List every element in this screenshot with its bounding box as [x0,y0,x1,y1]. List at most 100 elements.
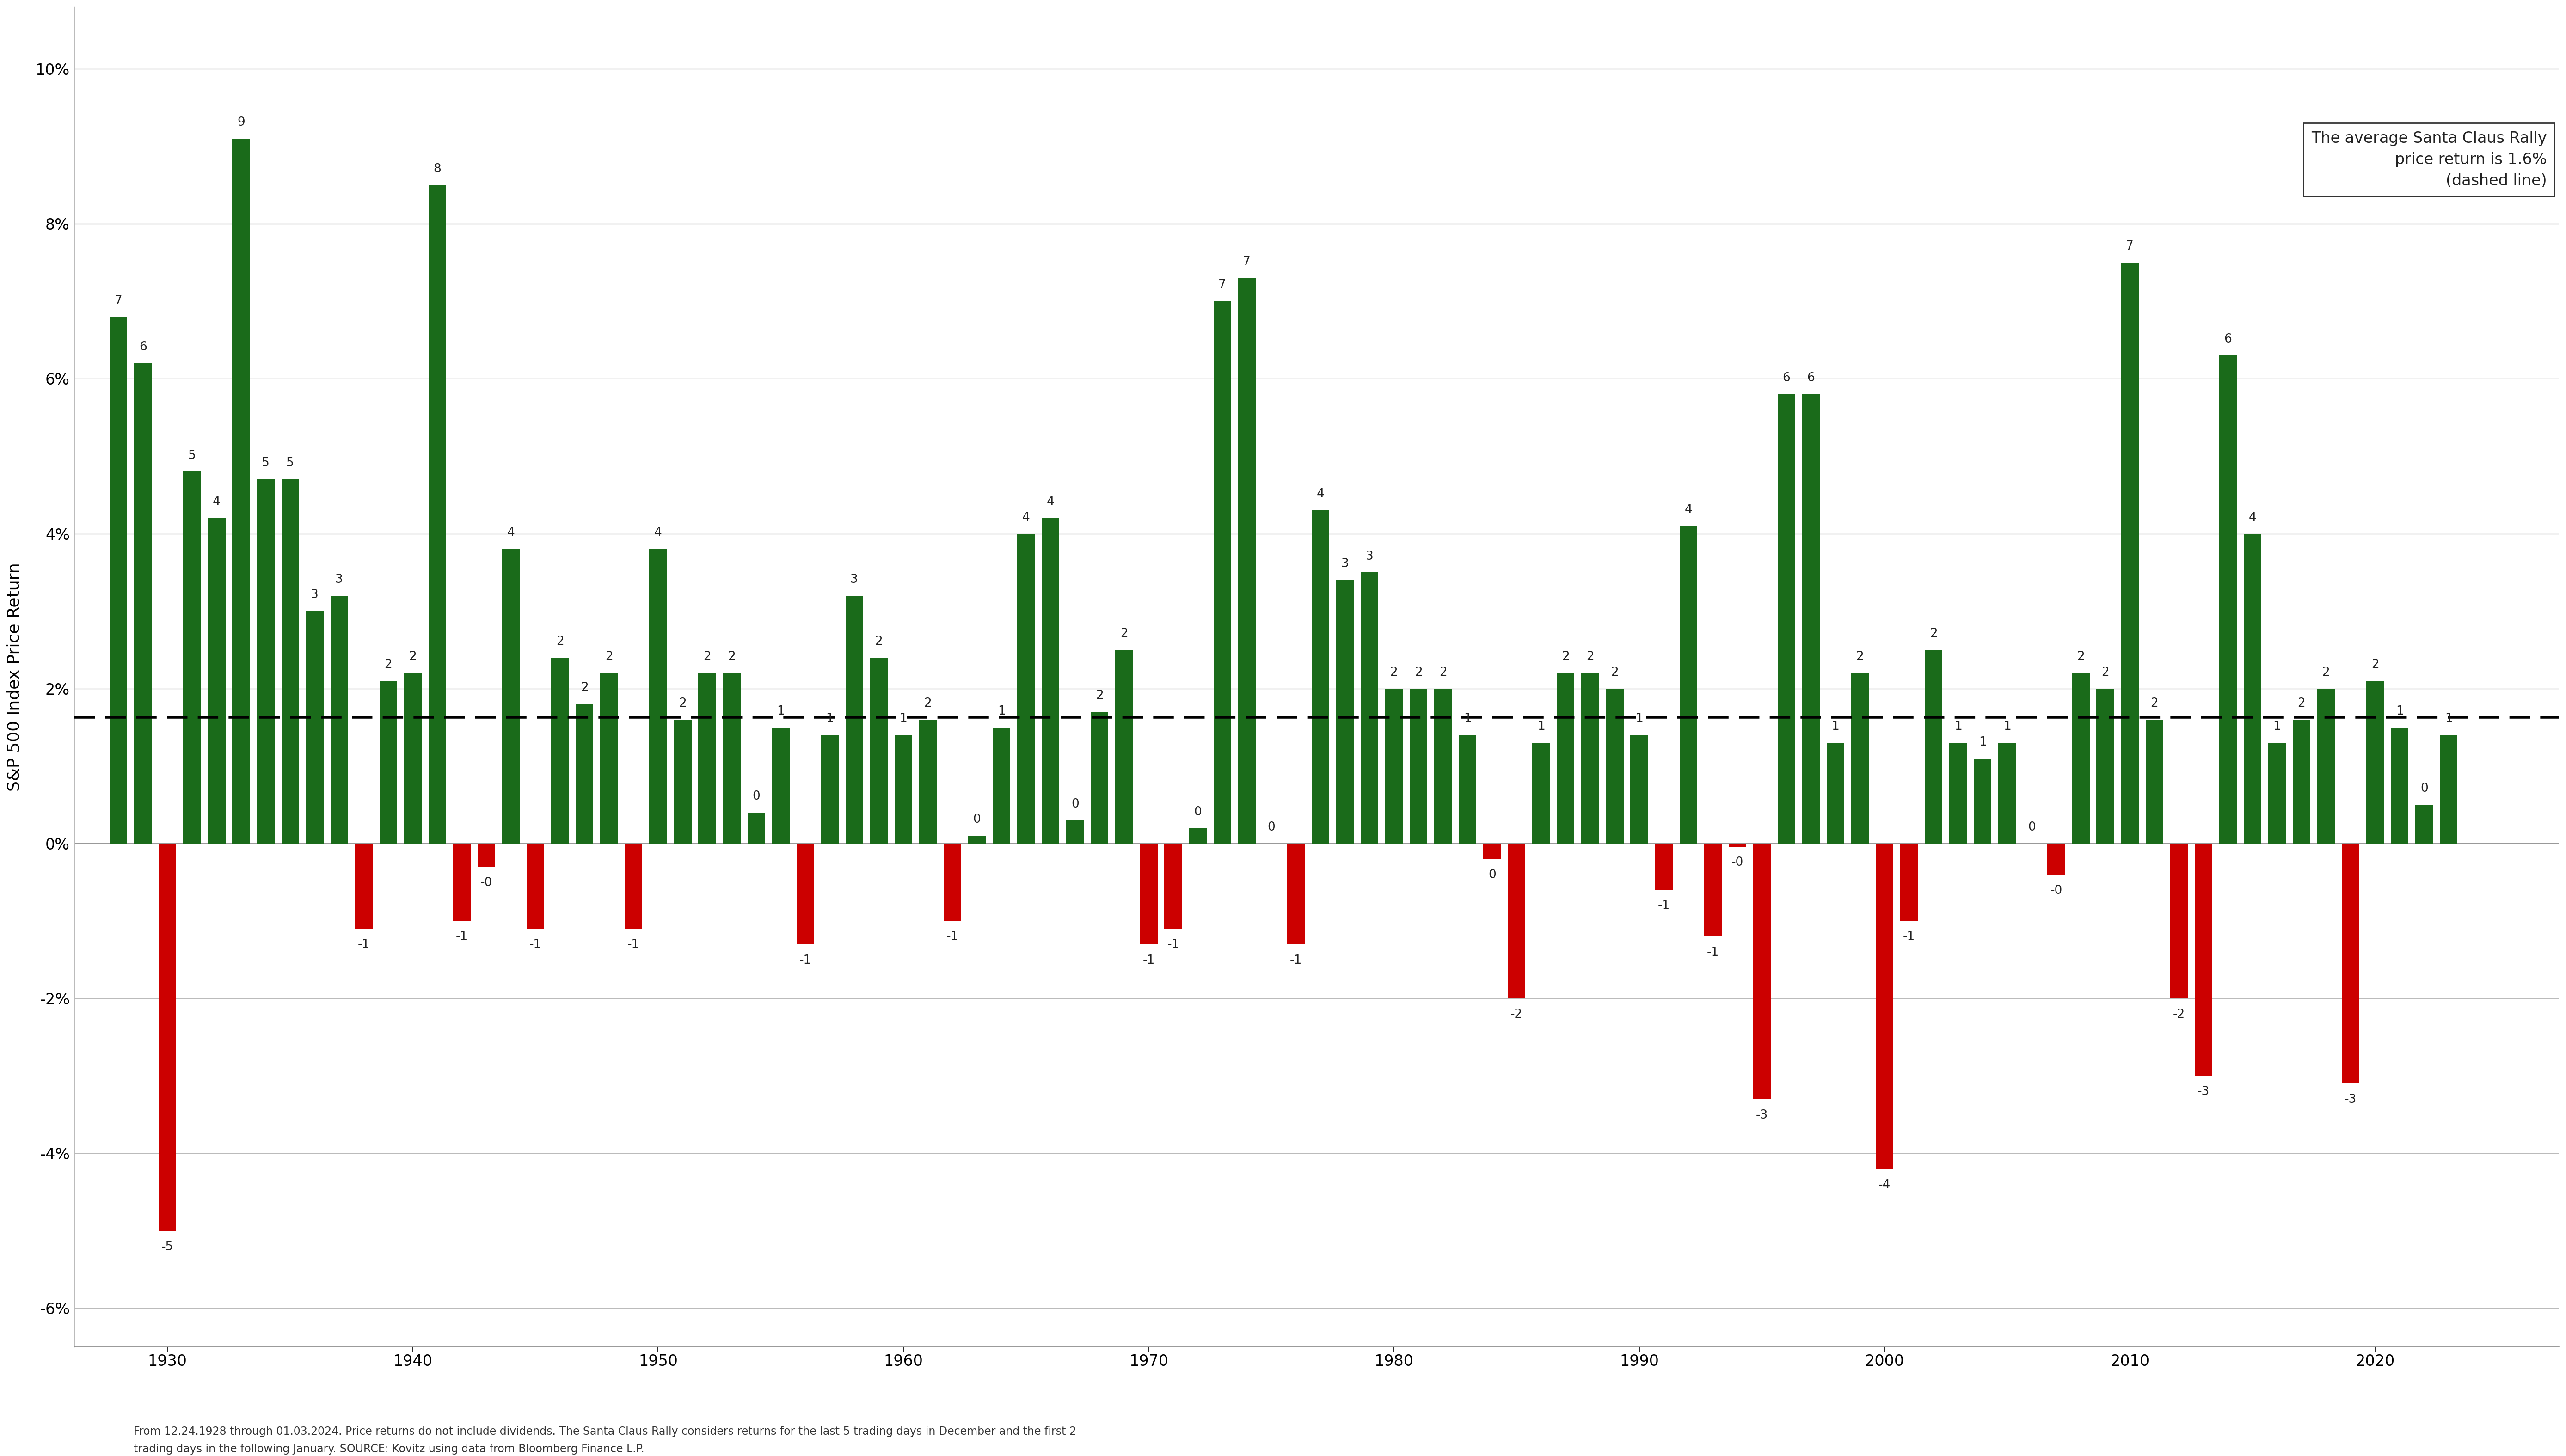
Text: -0: -0 [1732,856,1742,869]
Text: 9: 9 [236,116,244,128]
Bar [870,658,888,843]
Text: 2: 2 [2150,697,2158,709]
Text: 3: 3 [1342,558,1350,571]
Bar [454,843,470,922]
Text: -1: -1 [1658,900,1670,911]
Bar [847,596,862,843]
Bar [234,138,249,843]
Bar [1165,843,1183,929]
Bar [1950,743,1968,843]
Text: 4: 4 [2248,511,2256,524]
Text: -1: -1 [1291,954,1301,967]
Text: -5: -5 [162,1241,174,1254]
Text: -1: -1 [629,939,639,951]
Text: 1: 1 [1463,713,1470,725]
Text: 1: 1 [777,705,785,718]
Bar [1558,673,1576,843]
Text: 2: 2 [580,681,588,695]
Bar [282,479,300,843]
Bar [1434,689,1452,843]
Text: -2: -2 [2173,1009,2184,1021]
Text: -1: -1 [798,954,811,967]
Bar [503,549,521,843]
Text: 2: 2 [2322,667,2330,678]
Bar [1067,820,1083,843]
Bar [2145,719,2163,843]
Text: 2: 2 [557,635,565,648]
Text: -1: -1 [457,930,467,943]
Bar [2317,689,2335,843]
Bar [1876,843,1894,1169]
Bar [1288,843,1304,943]
Bar [1606,689,1624,843]
Text: trading days in the following January. SOURCE: Kovitz using data from Bloomberg : trading days in the following January. S… [133,1443,644,1455]
Text: -3: -3 [2196,1086,2209,1098]
Text: 8: 8 [434,163,441,175]
Text: 1: 1 [2273,721,2281,732]
Text: 2: 2 [875,635,883,648]
Text: 1: 1 [1978,737,1986,748]
Text: 0: 0 [1488,869,1496,881]
Text: -1: -1 [1706,946,1719,958]
Text: 4: 4 [1047,496,1055,508]
Text: 1: 1 [1537,721,1545,732]
Bar [403,673,421,843]
Bar [1827,743,1845,843]
Bar [133,363,151,843]
Text: 2: 2 [2371,658,2379,671]
Text: 6: 6 [2225,333,2232,345]
Bar [896,735,913,843]
Bar [1704,843,1722,936]
Bar [919,719,937,843]
Text: -1: -1 [1142,954,1155,967]
Bar [993,728,1011,843]
Text: -3: -3 [2345,1093,2356,1105]
Bar [1999,743,2017,843]
Text: 0: 0 [2420,783,2427,795]
Text: 3: 3 [336,574,344,585]
Bar [110,317,128,843]
Text: 4: 4 [1021,511,1029,524]
Text: -1: -1 [529,939,541,951]
Text: -1: -1 [1904,930,1914,943]
Text: 2: 2 [408,651,416,662]
Text: 7: 7 [115,294,123,307]
Bar [1753,843,1771,1099]
Bar [1116,649,1134,843]
Bar [1850,673,1868,843]
Bar [552,658,570,843]
Text: -0: -0 [480,877,493,888]
Bar [1655,843,1673,890]
Bar [1214,301,1232,843]
Bar [2220,355,2238,843]
Bar [1042,518,1060,843]
Bar [747,812,765,843]
Bar [1386,689,1404,843]
Text: 7: 7 [1242,256,1250,268]
Bar [2122,262,2137,843]
Text: 3: 3 [310,590,318,601]
Bar [1237,278,1255,843]
Text: 6: 6 [139,341,146,354]
Text: 2: 2 [1611,667,1619,678]
Text: 0: 0 [752,791,760,802]
Bar [305,612,323,843]
Text: 5: 5 [287,457,295,469]
Bar [575,705,593,843]
Bar [1311,511,1329,843]
Text: 2: 2 [680,697,688,709]
Text: 3: 3 [849,574,857,585]
Bar [429,185,446,843]
Bar [1457,735,1475,843]
Bar [1509,843,1524,999]
Bar [624,843,642,929]
Bar [944,843,962,922]
Text: 2: 2 [1586,651,1593,662]
Bar [2440,735,2458,843]
Bar [477,843,495,866]
Bar [1629,735,1647,843]
Text: 2: 2 [1414,667,1422,678]
Bar [1337,579,1355,843]
Text: 4: 4 [213,496,221,508]
Text: 6: 6 [1783,373,1791,384]
